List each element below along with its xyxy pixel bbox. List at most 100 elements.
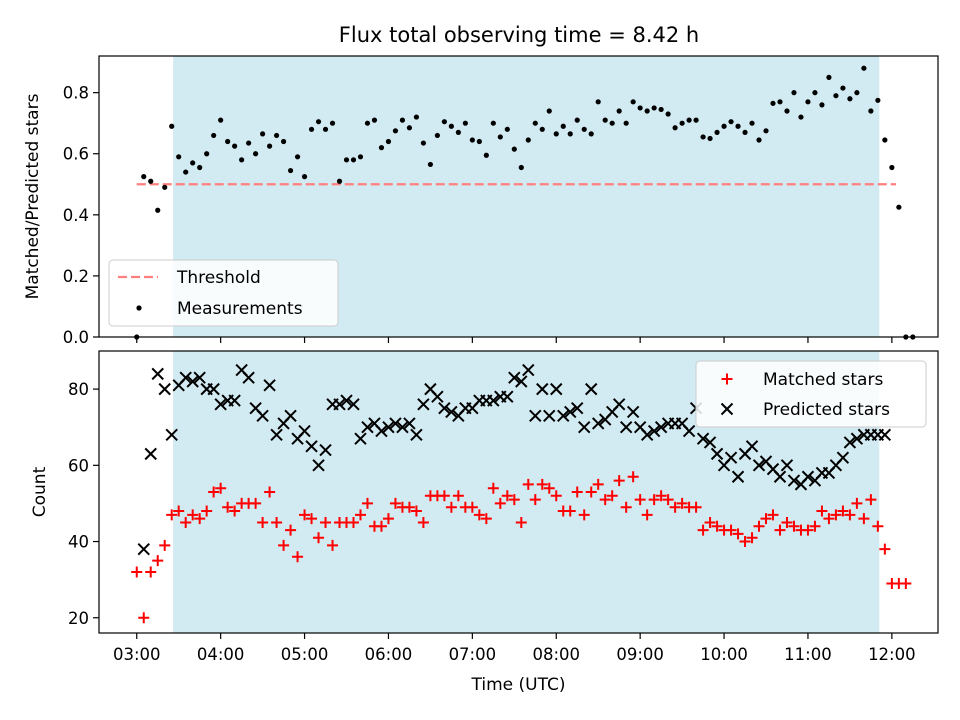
matched-star-point (515, 516, 527, 528)
matched-star-point (837, 505, 849, 517)
matched-star-point (522, 478, 534, 490)
measurement-point (749, 120, 755, 126)
matched-star-point (208, 486, 220, 498)
measurement-point (315, 119, 322, 125)
matched-star-point (306, 513, 318, 525)
legend-matched-swatch (721, 373, 733, 385)
measurement-point (399, 117, 406, 123)
matched-star-point (354, 509, 366, 521)
matched-star-point (173, 505, 185, 517)
measurement-point (595, 99, 601, 105)
measurement-point (427, 161, 434, 168)
matched-star-point (781, 516, 793, 528)
measurement-point (301, 174, 308, 180)
x-axis-label: Time (UTC) (471, 675, 566, 695)
predicted-star-point (773, 470, 787, 483)
measurement-point (875, 97, 881, 103)
measurement-point (784, 108, 790, 114)
matched-star-point (564, 505, 576, 517)
matched-star-point (844, 509, 856, 521)
matched-star-point (599, 494, 611, 506)
matched-star-point (347, 516, 359, 528)
measurement-point (896, 204, 902, 210)
measurement-point (336, 178, 343, 184)
measurement-point (700, 134, 706, 140)
matched-star-point (215, 482, 227, 494)
matched-star-point (872, 520, 884, 532)
matched-star-point (417, 516, 429, 528)
measurement-point (560, 123, 566, 129)
matched-star-point (648, 494, 660, 506)
predicted-star-point (242, 371, 255, 384)
predicted-star-point (508, 371, 521, 384)
measurement-point (308, 126, 315, 132)
measurement-point (833, 93, 839, 99)
matched-star-point (690, 501, 702, 513)
measurement-point (637, 105, 643, 111)
x-tick-label: 10:00 (700, 645, 748, 664)
measurement-point (770, 100, 776, 106)
predicted-star-point (571, 401, 584, 415)
matched-star-point (732, 528, 744, 540)
matched-star-point (816, 505, 828, 517)
predicted-star-point (557, 409, 570, 422)
matched-star-point (627, 471, 639, 483)
predicted-star-point (403, 417, 416, 430)
measurement-point (469, 137, 475, 143)
ratio-y-tick-label: 0.8 (63, 84, 89, 103)
measurement-point (413, 114, 420, 120)
measurement-point (623, 120, 629, 126)
ratio-legend-box (108, 259, 339, 327)
matched-star-point (403, 501, 415, 513)
ratio-y-tick-label: 0.0 (63, 328, 89, 347)
measurement-point (322, 126, 329, 132)
matched-star-point (473, 509, 485, 521)
matched-star-point (858, 513, 870, 525)
matched-star-point (753, 520, 765, 532)
measurement-point (714, 129, 720, 135)
measurement-point (280, 138, 287, 145)
matched-star-point (166, 509, 178, 521)
measurement-point (218, 117, 224, 123)
predicted-star-point (682, 424, 696, 438)
predicted-star-point (354, 432, 367, 445)
predicted-star-point (137, 542, 150, 556)
ratio-axes-frame (98, 55, 939, 338)
predicted-star-point (612, 398, 626, 411)
x-tick-label: 09:00 (616, 645, 664, 664)
matched-star-point (585, 486, 597, 498)
matched-star-point (494, 497, 506, 509)
matched-star-point (389, 497, 401, 509)
ratio-y-tick-label: 0.4 (63, 206, 89, 225)
matched-star-point (606, 490, 618, 502)
count-axes-frame (98, 350, 939, 634)
measurement-point (546, 108, 552, 114)
predicted-star-point (585, 382, 598, 396)
measurement-point (155, 207, 161, 213)
predicted-star-point (284, 409, 297, 422)
matched-star-point (823, 513, 835, 525)
measurement-point (672, 125, 678, 131)
count-y-axis-label: Count (30, 466, 50, 517)
predicted-star-point (445, 405, 458, 419)
predicted-star-point (417, 398, 430, 411)
matched-star-point (466, 501, 478, 513)
legend-predicted-swatch (720, 402, 734, 416)
measurement-point (686, 117, 692, 123)
measurement-point (287, 167, 294, 174)
measurement-point (840, 85, 846, 91)
matched-star-point (900, 577, 912, 589)
predicted-star-point (745, 440, 759, 453)
measurement-point (260, 131, 266, 137)
measurement-point (728, 119, 734, 125)
predicted-star-point (228, 394, 241, 407)
matched-star-point (571, 486, 583, 498)
matched-star-point (760, 513, 772, 525)
ratio-panel: 0.00.20.40.60.8 Matched/Predicted stars … (23, 55, 939, 347)
matched-star-point (578, 509, 590, 521)
count-y-tick-label: 40 (68, 533, 89, 552)
predicted-star-point (410, 428, 423, 442)
measurement-point (329, 120, 336, 126)
predicted-star-point (179, 371, 192, 384)
